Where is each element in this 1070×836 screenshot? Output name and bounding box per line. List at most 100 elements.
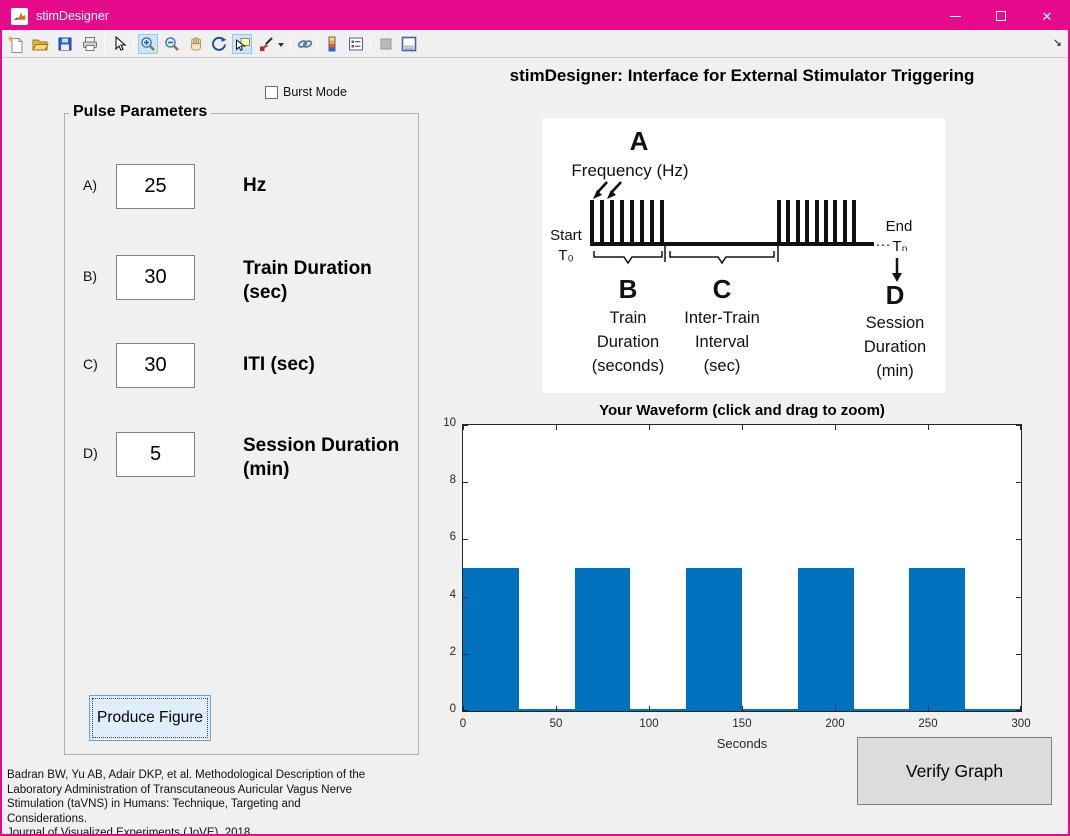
x-tick-mark bbox=[556, 425, 557, 430]
burst-mode-row: Burst Mode bbox=[265, 85, 347, 99]
page-title: stimDesigner: Interface for External Sti… bbox=[509, 66, 975, 85]
show-plot-tools-icon bbox=[401, 36, 417, 52]
field-row-a: A) Hz bbox=[65, 164, 418, 210]
pulse-train-right bbox=[777, 200, 856, 244]
field-d-unit: Session Duration (min) bbox=[243, 435, 400, 480]
field-c-unit: ITI (sec) bbox=[243, 354, 315, 375]
burst-mode-checkbox[interactable] bbox=[265, 85, 278, 99]
zoom-out-icon bbox=[165, 37, 179, 51]
y-tick-mark bbox=[463, 710, 468, 711]
minimize-button[interactable] bbox=[932, 0, 978, 32]
edit-plot-button[interactable] bbox=[109, 34, 129, 54]
diagram-d-letter: D bbox=[886, 280, 905, 310]
field-d-input[interactable] bbox=[116, 432, 195, 477]
pan-button[interactable] bbox=[186, 34, 206, 54]
rotate-3d-icon bbox=[212, 36, 227, 51]
toolbar-separator bbox=[133, 35, 134, 53]
dock-figure-icon[interactable]: ↘ bbox=[1052, 37, 1062, 49]
zoom-in-button[interactable] bbox=[138, 34, 158, 54]
y-tick-label: 4 bbox=[449, 588, 456, 601]
y-tick-mark bbox=[463, 425, 468, 426]
c-line: Inter-Train bbox=[684, 309, 760, 327]
x-tick-mark bbox=[556, 706, 557, 711]
x-tick-label: 150 bbox=[732, 718, 752, 730]
save-button[interactable] bbox=[55, 34, 75, 54]
toolbar-separator bbox=[290, 35, 291, 53]
new-file-icon bbox=[7, 35, 23, 53]
field-b-input[interactable] bbox=[116, 255, 195, 300]
maximize-button[interactable] bbox=[978, 0, 1024, 32]
rotate-3d-button[interactable] bbox=[209, 34, 229, 54]
x-tick-mark bbox=[649, 425, 650, 430]
toolbar-separator bbox=[104, 35, 105, 53]
figure-toolbar: ↘ bbox=[2, 30, 1068, 58]
link-plot-button[interactable] bbox=[295, 34, 315, 54]
x-tick-mark bbox=[463, 425, 464, 430]
x-tick-label: 0 bbox=[459, 718, 467, 730]
pan-hand-icon bbox=[191, 37, 201, 51]
x-tick-mark bbox=[928, 706, 929, 711]
show-plot-tools-button[interactable] bbox=[399, 34, 419, 54]
x-tick-label: 50 bbox=[549, 718, 563, 730]
new-file-button[interactable] bbox=[6, 34, 26, 54]
waveform-bar bbox=[686, 568, 742, 711]
session-arrowhead bbox=[892, 273, 902, 282]
waveform-bar bbox=[463, 568, 519, 711]
y-tick-mark bbox=[463, 539, 468, 541]
waveform-bar bbox=[574, 568, 631, 711]
x-tick-label: 100 bbox=[639, 718, 659, 730]
y-tick-label: 2 bbox=[449, 645, 456, 658]
open-file-button[interactable] bbox=[30, 34, 50, 54]
insert-colorbar-button[interactable] bbox=[322, 34, 342, 54]
field-a-label: A) bbox=[83, 177, 97, 193]
chart-title: Your Waveform (click and drag to zoom) bbox=[599, 402, 885, 419]
close-button[interactable]: ✕ bbox=[1024, 0, 1068, 32]
chart-plot-area[interactable] bbox=[462, 424, 1022, 712]
end-tn-label: Tₙ bbox=[892, 238, 907, 255]
waveform-bar bbox=[909, 568, 966, 711]
d-line: (min) bbox=[876, 362, 914, 380]
brush-icon bbox=[260, 37, 284, 51]
hide-plot-tools-icon bbox=[380, 38, 392, 50]
x-tick-label: 300 bbox=[1011, 718, 1031, 730]
data-cursor-button[interactable] bbox=[232, 34, 252, 54]
x-tick-mark bbox=[742, 706, 743, 711]
burst-mode-label: Burst Mode bbox=[283, 85, 347, 99]
field-a-unit: Hz bbox=[243, 175, 267, 196]
produce-figure-button[interactable]: Produce Figure bbox=[89, 695, 211, 741]
x-tick-mark bbox=[1020, 425, 1021, 430]
b-line: Duration bbox=[597, 333, 659, 351]
brush-button[interactable] bbox=[256, 34, 286, 54]
field-row-d: D) Session Duration (min) bbox=[65, 432, 418, 480]
zoom-out-button[interactable] bbox=[162, 34, 182, 54]
field-c-label: C) bbox=[83, 356, 98, 372]
diagram-c-letter: C bbox=[713, 274, 732, 304]
insert-legend-button[interactable] bbox=[346, 34, 366, 54]
citation-line: Stimulation (taVNS) in Humans: Technique… bbox=[7, 798, 301, 825]
citation-line: Badran BW, Yu AB, Adair DKP, et al. Meth… bbox=[7, 769, 366, 781]
field-a-input[interactable] bbox=[116, 164, 195, 209]
field-c-input[interactable] bbox=[116, 343, 195, 388]
print-button[interactable] bbox=[80, 34, 100, 54]
window-title: stimDesigner bbox=[36, 9, 109, 23]
waveform-bar bbox=[797, 568, 854, 711]
x-axis-label: Seconds bbox=[716, 736, 768, 751]
minimize-icon bbox=[949, 15, 961, 17]
field-row-c: C) ITI (sec) bbox=[65, 343, 418, 389]
verify-graph-button[interactable]: Verify Graph bbox=[857, 737, 1052, 805]
b-line: (seconds) bbox=[592, 357, 664, 375]
hide-plot-tools-button[interactable] bbox=[376, 34, 396, 54]
y-tick-mark bbox=[1016, 539, 1021, 541]
y-tick-mark bbox=[1016, 482, 1021, 484]
y-tick-mark bbox=[463, 653, 468, 655]
field-row-b: B) Train Duration (sec) bbox=[65, 255, 418, 303]
diagram-a-letter: A bbox=[630, 126, 649, 156]
data-cursor-icon bbox=[236, 38, 250, 51]
y-tick-label: 8 bbox=[449, 474, 456, 487]
y-tick-mark bbox=[1016, 425, 1021, 426]
pulse-parameters-panel: Pulse Parameters A) Hz B) Train Duration… bbox=[64, 103, 419, 755]
x-tick-label: 200 bbox=[825, 718, 845, 730]
diagram-b-letter: B bbox=[619, 274, 638, 304]
x-tick-label: 250 bbox=[918, 718, 938, 730]
